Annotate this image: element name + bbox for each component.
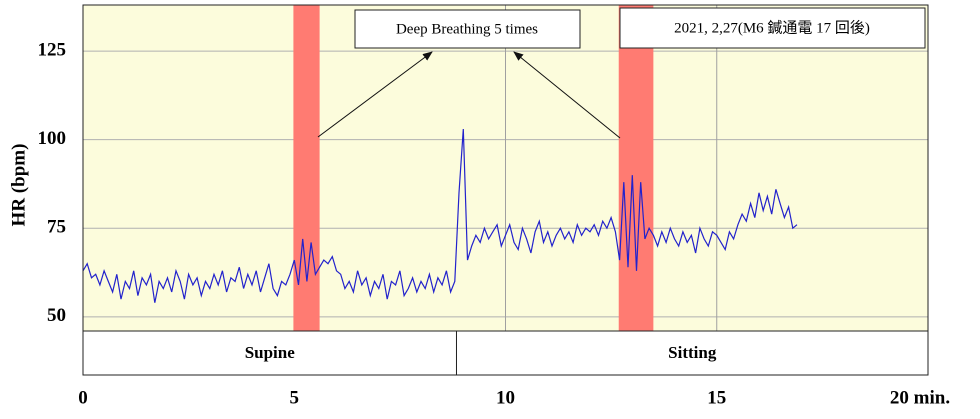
annotation-box: [354, 9, 581, 49]
phase-box: [455, 330, 929, 376]
x-tick-label: 10: [496, 387, 515, 408]
y-tick-label: 100: [38, 128, 67, 149]
x-tick-label: 5: [290, 387, 300, 408]
x-tick-label: 15: [707, 387, 726, 408]
x-tick-label: 0: [78, 387, 88, 408]
arrow: [513, 51, 621, 139]
highlight-band: [293, 5, 320, 331]
annotation: Deep Breathing 5 times: [396, 21, 538, 37]
y-tick-label: 125: [38, 39, 67, 60]
x-tick-label: 20 min.: [890, 387, 950, 408]
y-tick-label: 50: [47, 305, 66, 326]
y-axis-label: HR (bpm): [8, 144, 29, 227]
highlight-band: [618, 5, 654, 331]
phase-label: Sitting: [668, 343, 717, 362]
annotation-box: [619, 7, 926, 49]
phase-box: [82, 330, 457, 376]
arrow: [317, 51, 433, 138]
y-tick-label: 75: [47, 217, 66, 238]
hr-line: [82, 128, 798, 303]
annotation: 2021, 2,27(M6 鍼通電 17 回後): [674, 18, 870, 36]
phase-label: Supine: [245, 343, 296, 362]
